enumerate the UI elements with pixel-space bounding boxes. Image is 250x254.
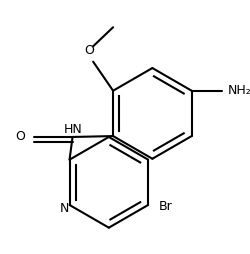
Text: Br: Br bbox=[158, 200, 172, 213]
Text: HN: HN bbox=[63, 123, 82, 136]
Text: N: N bbox=[59, 202, 69, 215]
Text: O: O bbox=[15, 131, 25, 144]
Text: O: O bbox=[84, 44, 94, 57]
Text: NH₂: NH₂ bbox=[227, 84, 250, 97]
